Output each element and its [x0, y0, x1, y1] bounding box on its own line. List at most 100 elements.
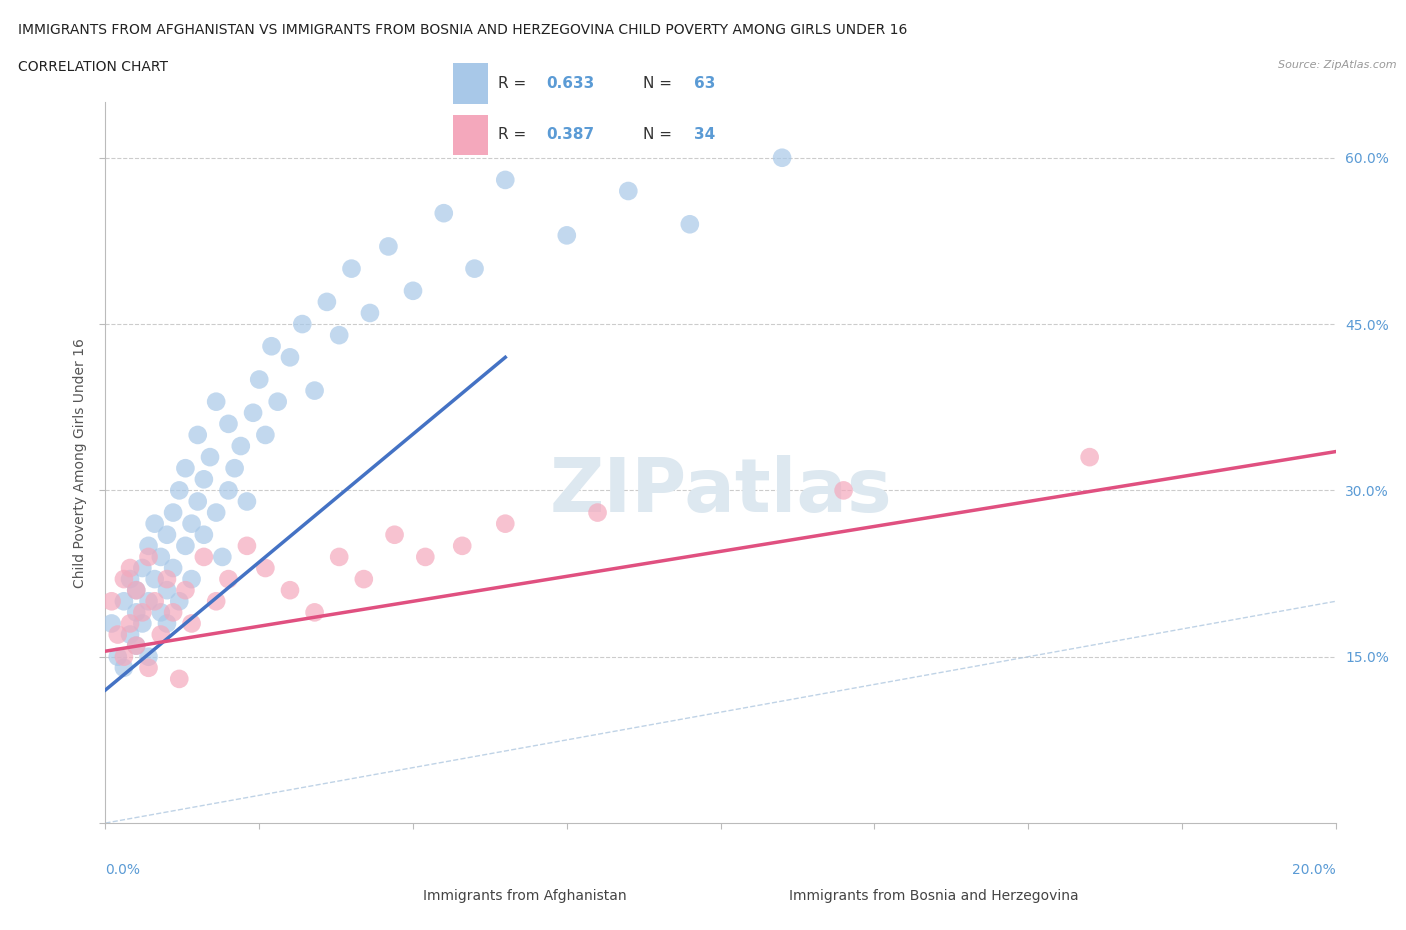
- Point: [120, 561, 141, 576]
- Point: [162, 561, 184, 576]
- Point: [586, 505, 609, 520]
- Point: [156, 527, 179, 542]
- Point: [402, 284, 425, 299]
- Point: [149, 604, 172, 619]
- Point: [112, 572, 135, 587]
- Point: [125, 638, 148, 653]
- Point: [377, 239, 399, 254]
- Text: N =: N =: [643, 127, 676, 142]
- Point: [149, 550, 172, 565]
- Point: [451, 538, 474, 553]
- Text: 63: 63: [695, 76, 716, 91]
- Point: [120, 616, 141, 631]
- Point: [832, 483, 855, 498]
- Point: [100, 594, 122, 609]
- Point: [149, 627, 172, 642]
- FancyBboxPatch shape: [453, 63, 488, 104]
- Point: [494, 516, 516, 531]
- Point: [236, 538, 259, 553]
- Text: 0.633: 0.633: [546, 76, 595, 91]
- Point: [143, 516, 166, 531]
- Point: [100, 616, 122, 631]
- Point: [187, 428, 209, 443]
- Point: [384, 527, 406, 542]
- Point: [169, 671, 191, 686]
- Point: [242, 405, 264, 420]
- Point: [138, 538, 160, 553]
- Point: [162, 505, 184, 520]
- Text: R =: R =: [498, 127, 531, 142]
- Point: [464, 261, 486, 276]
- Point: [131, 561, 153, 576]
- Point: [125, 583, 148, 598]
- Point: [218, 572, 240, 587]
- Point: [125, 583, 148, 598]
- Point: [218, 483, 240, 498]
- Point: [205, 394, 228, 409]
- Text: Source: ZipAtlas.com: Source: ZipAtlas.com: [1278, 60, 1396, 71]
- Point: [770, 151, 793, 166]
- Text: Immigrants from Afghanistan: Immigrants from Afghanistan: [423, 888, 627, 903]
- Point: [617, 183, 640, 198]
- Text: IMMIGRANTS FROM AFGHANISTAN VS IMMIGRANTS FROM BOSNIA AND HERZEGOVINA CHILD POVE: IMMIGRANTS FROM AFGHANISTAN VS IMMIGRANT…: [18, 23, 908, 37]
- Point: [131, 604, 153, 619]
- Point: [156, 616, 179, 631]
- Point: [143, 594, 166, 609]
- Point: [254, 561, 277, 576]
- Point: [174, 583, 197, 598]
- Point: [180, 572, 202, 587]
- Point: [138, 649, 160, 664]
- Point: [267, 394, 290, 409]
- Point: [112, 649, 135, 664]
- Point: [291, 316, 314, 331]
- Point: [180, 616, 202, 631]
- Point: [174, 538, 197, 553]
- Point: [247, 372, 270, 387]
- Point: [112, 594, 135, 609]
- Point: [315, 295, 337, 310]
- Point: [205, 594, 228, 609]
- Point: [125, 638, 148, 653]
- Text: 0.0%: 0.0%: [105, 863, 141, 877]
- Point: [107, 649, 129, 664]
- Point: [328, 550, 350, 565]
- Point: [120, 572, 141, 587]
- Point: [169, 594, 191, 609]
- Point: [174, 460, 197, 475]
- Point: [260, 339, 283, 353]
- Point: [353, 572, 375, 587]
- Point: [236, 494, 259, 509]
- Text: N =: N =: [643, 76, 676, 91]
- Point: [131, 616, 153, 631]
- Point: [224, 460, 246, 475]
- Point: [494, 172, 516, 187]
- Text: CORRELATION CHART: CORRELATION CHART: [18, 60, 169, 74]
- Point: [359, 306, 381, 321]
- Point: [187, 494, 209, 509]
- Point: [205, 505, 228, 520]
- Point: [679, 217, 702, 232]
- Point: [193, 527, 215, 542]
- Point: [120, 627, 141, 642]
- Point: [304, 383, 326, 398]
- Text: 20.0%: 20.0%: [1292, 863, 1336, 877]
- Point: [340, 261, 363, 276]
- FancyBboxPatch shape: [453, 114, 488, 155]
- Text: Immigrants from Bosnia and Herzegovina: Immigrants from Bosnia and Herzegovina: [789, 888, 1078, 903]
- Point: [278, 350, 301, 365]
- Point: [162, 604, 184, 619]
- Point: [254, 428, 277, 443]
- Point: [198, 450, 221, 465]
- Point: [1078, 450, 1101, 465]
- Point: [304, 604, 326, 619]
- Point: [415, 550, 437, 565]
- Point: [156, 583, 179, 598]
- Point: [138, 660, 160, 675]
- Point: [218, 417, 240, 432]
- Point: [138, 550, 160, 565]
- Point: [169, 483, 191, 498]
- Point: [156, 572, 179, 587]
- Point: [193, 550, 215, 565]
- Point: [328, 327, 350, 342]
- Point: [125, 604, 148, 619]
